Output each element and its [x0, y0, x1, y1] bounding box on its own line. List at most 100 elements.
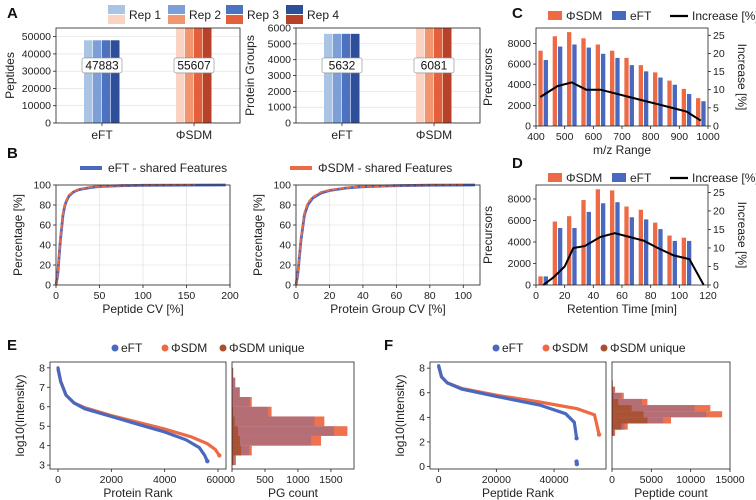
bar-sdm — [667, 80, 672, 126]
tick-label-x: 400 — [527, 131, 545, 143]
tick-label-x: 1000 — [696, 131, 720, 143]
tick-label-y: 2000 — [268, 86, 292, 98]
bar-sdm — [595, 189, 600, 285]
legend-label: Increase [%] — [692, 9, 756, 23]
bar-sdm — [538, 50, 543, 127]
tick-label-x: 0 — [53, 290, 59, 302]
tick-label-y: 5000 — [268, 38, 292, 50]
series-line-eft — [54, 183, 226, 286]
bar-eft — [672, 84, 677, 126]
bar-eft — [644, 219, 649, 285]
hist-bar — [612, 417, 648, 424]
tick-label-y: 80 — [279, 200, 291, 212]
tick-label-x: 100 — [134, 290, 152, 302]
hist-bar — [612, 398, 619, 406]
tick-label-x: 40 — [587, 290, 599, 302]
bar-sdm — [681, 88, 686, 126]
tick-label-x: 60 — [616, 290, 628, 302]
tick-label-y2: 20 — [713, 48, 725, 60]
tick-label-x: 20000 — [482, 474, 511, 486]
bar-eft — [586, 47, 591, 126]
increase-line — [539, 81, 702, 122]
legend-swatch-sdm — [548, 11, 562, 20]
bar — [425, 28, 434, 123]
chart-A2: 0 1000 2000 3000 4000 5000 6000 Protein Groups 5… — [243, 23, 481, 142]
bar-sdm — [610, 50, 615, 127]
tick-label-y: 50000 — [22, 31, 51, 43]
hist-bar — [232, 435, 312, 446]
tick-label-x: 80 — [645, 290, 657, 302]
legend-swatch-eft — [108, 5, 125, 14]
hist-bar — [612, 423, 622, 430]
bar-eft — [658, 229, 663, 285]
hist-bar — [232, 377, 235, 388]
series-curve-eft — [437, 364, 579, 440]
bar — [176, 28, 185, 123]
hist-bar — [232, 367, 233, 378]
legend-swatch-sdm — [108, 15, 125, 24]
bar-eft — [701, 101, 706, 126]
tick-label-x: 1000 — [286, 474, 310, 486]
tick-label-x: 500 — [256, 474, 274, 486]
bar — [434, 28, 443, 123]
chart-F2: 0 5000 10000 15000 Peptide count — [609, 361, 745, 500]
bar-sdm — [567, 32, 572, 127]
bar-eft — [644, 71, 649, 126]
x-axis-label: PG count — [268, 486, 319, 500]
panel-label-B: B — [7, 145, 18, 162]
tick-label-y: 8000 — [508, 38, 532, 50]
chart-D-frame — [535, 184, 709, 286]
legend-swatch-sdm — [168, 15, 185, 24]
hist-bar — [612, 405, 632, 412]
tick-label-x: 100 — [671, 290, 689, 302]
tick-label-y: 60 — [279, 220, 291, 232]
tick-label-y: 0 — [285, 280, 291, 292]
tick-label-y: 0 — [525, 121, 531, 133]
tick-label-x: 0 — [436, 474, 442, 486]
tick-label-y: 4000 — [508, 79, 532, 91]
hist-bar — [232, 377, 236, 388]
x-axis-label: Peptide Rank — [482, 486, 555, 500]
rep-legend: Rep 1 Rep 2 Rep 3 Rep 4 — [108, 5, 339, 24]
legend-swatch-sdm — [286, 15, 303, 24]
bar — [324, 33, 333, 123]
hist-bar — [612, 429, 614, 436]
hist-bar — [232, 435, 240, 446]
chart-A2-frame — [295, 27, 481, 124]
chart-A1: 0 10000 20000 30000 40000 50000 Peptides 47883 e… — [3, 27, 241, 142]
tick-label-y: 100 — [273, 180, 291, 192]
tick-label-y: 6000 — [268, 23, 292, 35]
bar-eft — [672, 240, 677, 285]
bar — [194, 28, 203, 123]
tick-label-y: 6 — [39, 401, 45, 413]
legend-swatch-sdm — [548, 173, 562, 182]
bar-sdm — [667, 235, 672, 285]
bar-sdm — [581, 38, 586, 126]
tick-label-y2: 5 — [713, 102, 719, 114]
legend-marker — [542, 344, 550, 352]
bar-eft — [615, 57, 620, 127]
legend-label: Increase [%] — [692, 171, 756, 185]
increase-line — [542, 232, 705, 286]
chart-C-frame — [535, 27, 709, 127]
x-axis-label: Protein Rank — [103, 486, 173, 500]
hist-bar — [612, 405, 711, 412]
tick-label-y2: 15 — [713, 224, 725, 236]
bar-sdm — [696, 98, 701, 126]
tick-label-y: 8 — [39, 362, 45, 374]
bar-eft — [687, 94, 692, 126]
legend-label: ΦSDM unique — [229, 341, 305, 355]
x-axis-label: m/z Range — [593, 143, 651, 157]
chart-E1-frame — [49, 361, 227, 470]
tick-label-y: 40000 — [22, 48, 51, 60]
bar-eft — [601, 203, 606, 285]
series-line-sdm — [55, 184, 196, 286]
tick-label-x: 700 — [613, 131, 631, 143]
category-label: eFT — [331, 128, 353, 142]
hist-bar — [232, 445, 242, 456]
bar-sdm — [638, 65, 643, 126]
tick-label-x: 60 — [391, 290, 403, 302]
tick-label-y: 0 — [45, 118, 51, 130]
